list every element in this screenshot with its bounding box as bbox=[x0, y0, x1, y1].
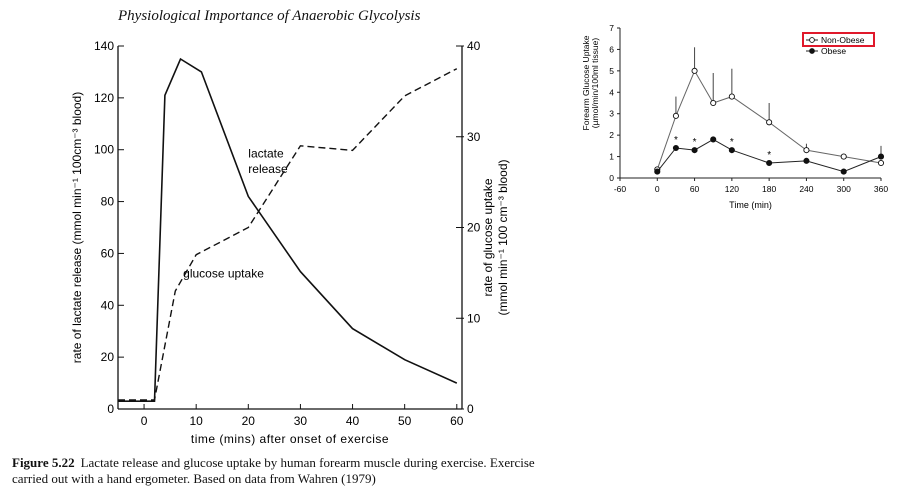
y2-tick-label: 20 bbox=[467, 221, 481, 235]
obese-point bbox=[710, 136, 717, 143]
legend-label-obese: Obese bbox=[821, 46, 846, 56]
non-obese-point bbox=[691, 67, 698, 74]
inset-y-axis-label-line2: (µmol/min/100ml tissue) bbox=[590, 38, 600, 129]
inset-x-tick-label: 360 bbox=[874, 184, 888, 194]
obese-point bbox=[654, 168, 661, 175]
y2-axis-label-line2: (mmol min⁻¹ 100 cm⁻³ blood) bbox=[496, 159, 510, 315]
page-header-title: Physiological Importance of Anaerobic Gl… bbox=[118, 8, 421, 24]
inset-y-tick-label: 7 bbox=[609, 23, 614, 33]
obese-point bbox=[691, 147, 698, 154]
inset-x-tick-label: 60 bbox=[690, 184, 700, 194]
obese-point bbox=[766, 159, 773, 167]
inset-y-tick-label: 3 bbox=[609, 109, 614, 119]
non-obese-point bbox=[840, 153, 847, 160]
lactate-release-line bbox=[118, 57, 458, 402]
inset-y-tick-label: 0 bbox=[609, 173, 614, 183]
lactate-glucose-chart: 0 20 40 60 80 100 120 140 0 10 20 30 40 0 10 20 30 40 50 60… bbox=[70, 39, 510, 446]
obese-point bbox=[803, 157, 810, 164]
inset-y-tick-label: 5 bbox=[609, 66, 614, 76]
y-tick-label: 120 bbox=[94, 91, 114, 105]
x-tick-label: 20 bbox=[242, 414, 256, 428]
legend-label-non-obese: Non-Obese bbox=[821, 35, 865, 45]
significance-asterisk: * bbox=[730, 137, 734, 148]
glucose-uptake-line bbox=[118, 68, 458, 401]
non-obese-point bbox=[766, 119, 773, 126]
significance-asterisk: * bbox=[674, 135, 678, 146]
non-obese-point bbox=[710, 99, 717, 107]
x-tick-label: 60 bbox=[450, 414, 464, 428]
figure-caption-text: Lactate release and glucose uptake by hu… bbox=[12, 455, 535, 486]
y-tick-label: 140 bbox=[94, 39, 114, 53]
legend-marker-obese bbox=[809, 48, 815, 54]
y2-axis-label-line1: rate of glucose uptake bbox=[481, 178, 495, 296]
non-obese-point bbox=[803, 147, 810, 154]
inset-x-tick-label: 300 bbox=[837, 184, 851, 194]
significance-asterisk: * bbox=[767, 150, 771, 161]
significance-asterisk: * bbox=[693, 137, 697, 148]
non-obese-point bbox=[672, 112, 679, 119]
x-tick-label: 30 bbox=[294, 414, 308, 428]
y-tick-label: 60 bbox=[101, 246, 115, 260]
obese-point bbox=[728, 147, 735, 154]
inset-x-tick-label: 0 bbox=[655, 184, 660, 194]
x-tick-label: 0 bbox=[141, 414, 148, 428]
obese-point bbox=[672, 144, 679, 152]
y-tick-label: 80 bbox=[101, 195, 115, 209]
y-tick-label: 40 bbox=[101, 298, 115, 312]
lactate-label-line1: lactate bbox=[248, 146, 284, 160]
obese-point bbox=[840, 168, 847, 175]
y-axis-label: rate of lactate release (mmol min⁻¹ 100c… bbox=[70, 92, 84, 363]
y2-tick-label: 40 bbox=[467, 39, 481, 53]
x-tick-label: 50 bbox=[398, 414, 412, 428]
legend-marker-non-obese bbox=[809, 37, 815, 43]
legend-highlight-box bbox=[802, 32, 875, 47]
obese-point bbox=[877, 153, 885, 160]
inset-y-tick-label: 6 bbox=[609, 44, 614, 54]
x-axis-label: time (mins) after onset of exercise bbox=[191, 432, 389, 446]
inset-x-tick-label: -60 bbox=[614, 184, 627, 194]
inset-y-tick-label: 2 bbox=[609, 130, 614, 140]
inset-x-tick-label: 240 bbox=[799, 184, 813, 194]
glucose-label: glucose uptake bbox=[183, 266, 264, 280]
figure-caption-label: Figure 5.22 bbox=[12, 455, 75, 470]
non-obese-point bbox=[877, 159, 885, 167]
x-tick-label: 10 bbox=[190, 414, 204, 428]
y2-tick-label: 30 bbox=[467, 130, 481, 144]
y2-tick-label: 0 bbox=[467, 402, 474, 416]
figure-caption: Figure 5.22 Lactate release and glucose u… bbox=[12, 455, 572, 487]
y-tick-label: 20 bbox=[101, 350, 115, 364]
inset-y-tick-label: 4 bbox=[609, 87, 614, 97]
y-tick-label: 0 bbox=[107, 402, 114, 416]
inset-x-axis-label: Time (min) bbox=[729, 200, 772, 210]
non-obese-point bbox=[728, 93, 735, 100]
inset-y-tick-label: 1 bbox=[609, 152, 614, 162]
y2-tick-label: 10 bbox=[467, 311, 481, 325]
inset-y-axis-label-line1: Forearm Glucose Uptake bbox=[581, 35, 591, 130]
y-tick-label: 100 bbox=[94, 143, 114, 157]
x-tick-label: 40 bbox=[346, 414, 360, 428]
lactate-label-line2: release bbox=[248, 162, 288, 176]
inset-x-tick-label: 180 bbox=[762, 184, 776, 194]
inset-x-tick-label: 120 bbox=[725, 184, 739, 194]
